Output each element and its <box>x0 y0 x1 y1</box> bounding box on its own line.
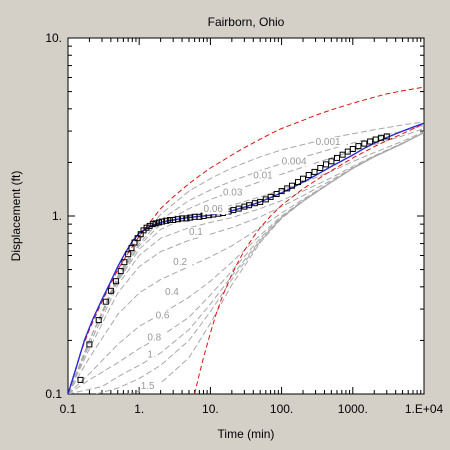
observed-point <box>77 376 84 383</box>
type-curve-label: 0.6 <box>156 311 170 322</box>
observed-point <box>174 216 181 223</box>
type-curve-label-bg <box>172 257 193 268</box>
observed-point <box>179 215 186 222</box>
observed-point <box>355 143 362 150</box>
type-curve <box>68 128 424 394</box>
observed-point <box>166 217 173 223</box>
x-tick-label: 0.1 <box>60 402 77 416</box>
observed-point <box>378 134 385 141</box>
chart-title: Fairborn, Ohio <box>208 15 285 29</box>
x-tick-label: 100. <box>270 402 293 416</box>
bound-curve <box>194 123 424 394</box>
type-curve-label-bg <box>163 286 184 297</box>
type-curve-label: 0.2 <box>173 257 187 268</box>
bound-curve <box>68 86 424 394</box>
x-tick-label: 10. <box>202 402 219 416</box>
observed-point <box>131 239 138 246</box>
type-curve-label-bg <box>187 227 208 238</box>
type-curve <box>68 121 424 394</box>
type-curve <box>68 132 424 394</box>
observed-point <box>128 245 135 252</box>
observed-point <box>146 222 153 229</box>
observed-point <box>361 140 368 147</box>
observed-points <box>77 133 390 383</box>
observed-point <box>334 154 340 161</box>
type-curve-label-bg <box>139 380 160 391</box>
observed-point <box>121 259 128 266</box>
observed-point <box>311 168 318 175</box>
type-curve <box>68 132 424 394</box>
type-curve-label: 0.004 <box>282 156 307 167</box>
observed-point <box>323 161 329 168</box>
observed-point <box>267 193 274 200</box>
type-curve-label: 0.01 <box>253 171 273 182</box>
x-tick-label: 1000. <box>338 402 368 416</box>
observed-point <box>86 341 93 348</box>
type-curve-label-bg <box>314 137 347 148</box>
observed-point <box>187 214 194 221</box>
x-tick-label: 1.E+04 <box>405 402 444 416</box>
type-curve-label-bg <box>146 332 167 343</box>
type-curve-labels: 0.001 0.004 0.01 0.03 0.06 0.1 0.2 0.4 0.6 0.8 1 1.… <box>139 137 347 392</box>
observed-point <box>235 205 242 212</box>
observed-point <box>289 182 295 189</box>
type-curve-label-bg <box>146 349 155 360</box>
type-curve-label-bg <box>221 187 248 198</box>
type-curve <box>68 125 424 394</box>
observed-point <box>95 317 102 324</box>
observed-point <box>163 217 170 224</box>
type-curve-label: 0.1 <box>189 227 203 238</box>
plot-area <box>67 37 425 395</box>
observed-point <box>305 172 312 178</box>
axis-ticks <box>67 38 424 395</box>
observed-point <box>159 218 166 225</box>
y-tick-label: 10. <box>45 31 62 45</box>
observed-point <box>383 133 390 140</box>
y-axis-title: Displacement (ft) <box>9 171 23 262</box>
type-curve <box>68 131 424 394</box>
type-curve-label: 0.001 <box>316 137 341 148</box>
observed-point <box>156 219 162 226</box>
observed-point <box>152 220 159 227</box>
x-tick-label: 1. <box>134 402 144 416</box>
type-curve-label-bg <box>252 170 279 181</box>
observed-point <box>112 278 119 285</box>
y-tick-label: 0.1 <box>45 387 62 401</box>
observed-point <box>349 146 356 152</box>
observed-point <box>300 175 306 182</box>
observed-point <box>246 202 253 209</box>
observed-point <box>183 215 190 222</box>
type-curve-label: 1 <box>147 350 153 361</box>
type-curve-label-bg <box>154 310 175 321</box>
type-curve <box>128 132 424 394</box>
type-curve-label: 0.03 <box>223 188 243 199</box>
type-curve-label: 0.8 <box>147 332 161 343</box>
observed-point <box>278 188 285 195</box>
type-curve-label-bg <box>280 156 313 167</box>
observed-point <box>295 179 301 186</box>
observed-point <box>257 198 264 205</box>
y-tick-label: 1. <box>52 209 62 223</box>
observed-point <box>317 165 324 171</box>
observed-point <box>102 298 109 305</box>
observed-point <box>107 287 114 294</box>
x-axis-title: Time (min) <box>218 427 275 441</box>
observed-point <box>125 251 132 258</box>
type-curve-label: 1.5 <box>141 381 155 392</box>
type-curve-label: 0.4 <box>165 287 179 298</box>
type-curve-label: 0.06 <box>204 204 224 215</box>
tick-labels: 0.1 1. 10. 100. 1000. 1.E+04 0.1 1. 10. <box>45 31 443 416</box>
observed-point <box>196 213 203 220</box>
observed-point <box>117 268 124 275</box>
bound-curves <box>68 86 424 394</box>
observed-point <box>367 138 374 145</box>
type-curve <box>68 131 424 394</box>
observed-point <box>328 158 335 165</box>
observed-point <box>339 151 346 158</box>
observed-point <box>134 235 141 242</box>
type-curve-label-bg <box>202 204 229 215</box>
